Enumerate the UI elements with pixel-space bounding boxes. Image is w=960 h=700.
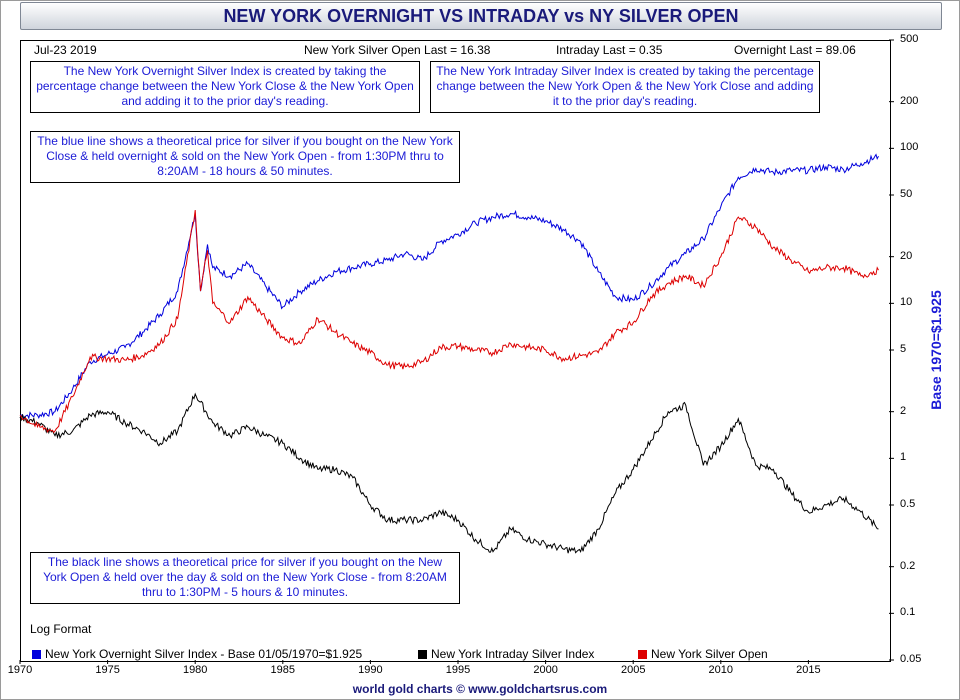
legend-swatch-overnight [32,650,41,659]
chart-date: Jul-23 2019 [34,43,97,57]
intraday-last: Intraday Last = 0.35 [556,43,663,57]
intraday-description-note: The New York Intraday Silver Index is cr… [430,61,820,113]
y-tick-label: 0.05 [900,653,922,665]
y-tick-label: 50 [900,188,913,200]
log-format-label: Log Format [30,622,92,636]
y-tick-label: 5 [900,343,907,355]
y-tick-label: 0.5 [900,498,916,510]
y-tick-label: 200 [900,94,919,107]
black-line-note: The black line shows a theoretical price… [30,552,460,604]
y-tick-label: 10 [900,296,913,309]
x-tick-label: 1970 [7,664,33,676]
y-tick-label: 0.1 [900,606,916,619]
legend-label-silver: New York Silver Open [651,647,768,661]
y-tick-label: 0.2 [900,559,916,572]
y-tick-label: 2 [900,404,907,417]
silver-open-last: New York Silver Open Last = 16.38 [304,43,491,57]
x-tick-label: 1975 [95,664,120,676]
legend-swatch-silver [638,650,647,659]
y-tick-label: 20 [900,249,913,262]
x-tick-label: 1995 [445,664,471,676]
overnight-description-note: The New York Overnight Silver Index is c… [30,61,420,113]
overnight-last: Overnight Last = 89.06 [734,43,856,57]
series-line-intraday [19,392,879,554]
x-tick-label: 1985 [270,664,296,676]
legend-silver: New York Silver Open [638,647,768,661]
series-line-overnight [19,153,879,420]
chart-title: NEW YORK OVERNIGHT VS INTRADAY vs NY SIL… [20,2,942,30]
x-tick-label: 1980 [182,664,208,676]
y-tick-label: 100 [900,141,919,154]
legend-label-intraday: New York Intraday Silver Index [431,647,595,661]
x-tick-label: 2005 [620,664,646,676]
x-tick-label: 1990 [358,664,383,676]
legend-swatch-intraday [418,650,427,659]
legend-overnight: New York Overnight Silver Index - Base 0… [32,647,362,661]
legend-label-overnight: New York Overnight Silver Index - Base 0… [45,647,363,661]
x-tick-label: 2015 [796,664,821,676]
series-line-silver-open [19,209,879,434]
legend-intraday: New York Intraday Silver Index [418,647,594,661]
y-tick-label: 500 [900,33,919,45]
x-tick-label: 2000 [533,664,558,676]
blue-line-note: The blue line shows a theoretical price … [30,131,460,183]
footer-credit: world gold charts © www.goldchartsrus.co… [352,682,608,696]
x-tick-label: 2010 [708,664,734,676]
y-tick-label: 1 [900,451,907,464]
